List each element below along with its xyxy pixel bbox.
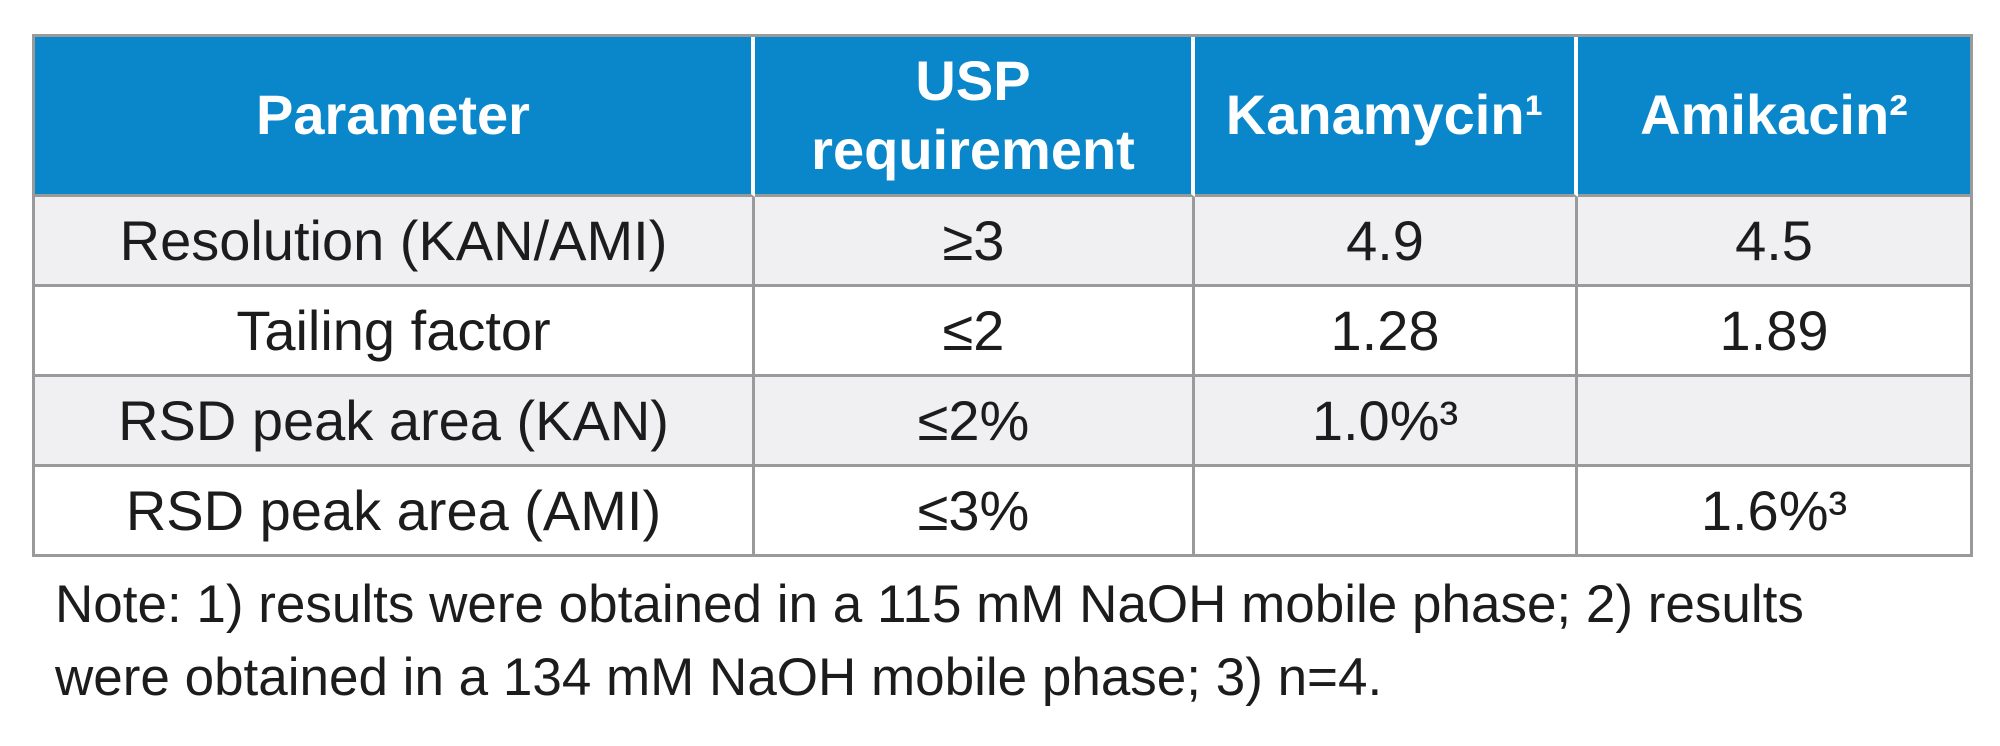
cell-rsd-ami-parameter: RSD peak area (AMI)	[35, 467, 755, 554]
header-cell-parameter: Parameter	[35, 37, 755, 197]
table-row-rsd-ami: RSD peak area (AMI) ≤3% 1.6%³	[35, 467, 1970, 554]
table-row-rsd-kan: RSD peak area (KAN) ≤2% 1.0%³	[35, 377, 1970, 467]
header-cell-usp-requirement: USP requirement	[755, 37, 1195, 197]
header-cell-kanamycin: Kanamycin¹	[1195, 37, 1578, 197]
header-label-amikacin: Amikacin²	[1640, 83, 1908, 147]
table-row-resolution: Resolution (KAN/AMI) ≥3 4.9 4.5	[35, 197, 1970, 287]
header-cell-amikacin: Amikacin²	[1578, 37, 1970, 197]
cell-rsd-kan-parameter: RSD peak area (KAN)	[35, 377, 755, 467]
cell-tailing-parameter: Tailing factor	[35, 287, 755, 377]
footnote-line-2: were obtained in a 134 mM NaOH mobile ph…	[55, 648, 1383, 707]
cell-resolution-parameter: Resolution (KAN/AMI)	[35, 197, 755, 287]
header-label-usp-requirement: USP requirement	[811, 49, 1135, 181]
cell-tailing-kanamycin: 1.28	[1195, 287, 1578, 377]
cell-resolution-amikacin: 4.5	[1578, 197, 1970, 287]
cell-resolution-usp: ≥3	[755, 197, 1195, 287]
cell-rsd-kan-usp: ≤2%	[755, 377, 1195, 467]
usp-results-table: Parameter USP requirement Kanamycin¹ Ami…	[32, 34, 1973, 557]
cell-rsd-ami-kanamycin	[1195, 467, 1578, 554]
header-label-parameter: Parameter	[256, 83, 530, 147]
table-row-tailing-factor: Tailing factor ≤2 1.28 1.89	[35, 287, 1970, 377]
usp-results-table-wrap: Parameter USP requirement Kanamycin¹ Ami…	[32, 34, 1973, 557]
cell-rsd-ami-amikacin: 1.6%³	[1578, 467, 1970, 554]
cell-rsd-ami-usp: ≤3%	[755, 467, 1195, 554]
cell-tailing-amikacin: 1.89	[1578, 287, 1970, 377]
header-row: Parameter USP requirement Kanamycin¹ Ami…	[35, 37, 1970, 197]
cell-tailing-usp: ≤2	[755, 287, 1195, 377]
cell-resolution-kanamycin: 4.9	[1195, 197, 1578, 287]
header-label-kanamycin: Kanamycin¹	[1225, 83, 1544, 147]
footnote-line-1: Note: 1) results were obtained in a 115 …	[55, 575, 1804, 634]
cell-rsd-kan-amikacin	[1578, 377, 1970, 467]
cell-rsd-kan-kanamycin: 1.0%³	[1195, 377, 1578, 467]
table-footnote: Note: 1) results were obtained in a 115 …	[55, 568, 1804, 714]
